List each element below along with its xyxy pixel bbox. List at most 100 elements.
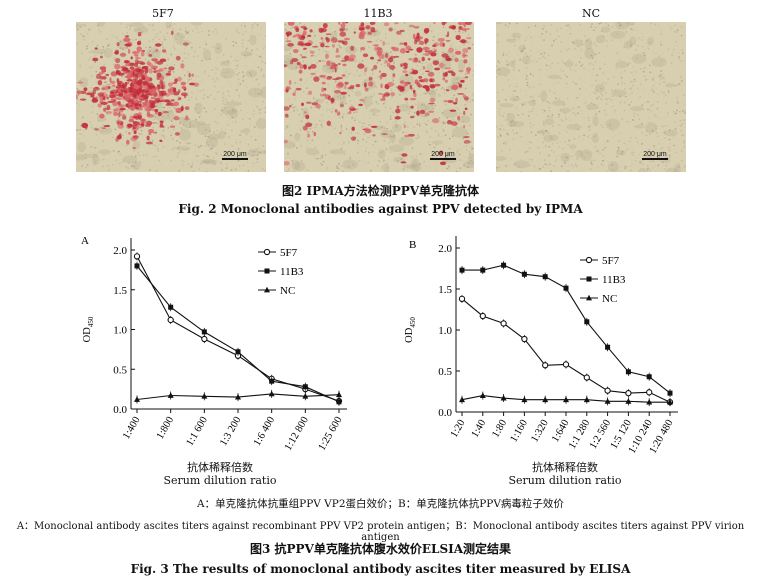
x-tick-label: 1:40 — [470, 418, 489, 440]
x-tick-label: 1:160 — [509, 418, 530, 444]
data-point-nc — [500, 394, 507, 401]
x-tick-label: 1:80 — [490, 418, 509, 440]
data-point-11b3 — [235, 349, 241, 355]
data-point-nc — [479, 392, 486, 398]
legend-entry-11b3: 11B3 — [602, 274, 626, 286]
x-tick-label: 1:12 800 — [283, 415, 311, 453]
panel-label-5f7: 5F7 — [152, 7, 174, 20]
chart-b: B 0.0 0.5 1.0 1.5 2.0 OD450 1:20 1:40 1:80 1:160 1:… — [404, 236, 678, 456]
data-point-11b3 — [625, 369, 631, 375]
data-point-nc — [667, 398, 673, 405]
data-point-5f7 — [542, 362, 549, 369]
data-point-11b3 — [168, 304, 174, 310]
y-tick-label: 0.5 — [438, 366, 452, 378]
data-point-nc — [201, 393, 208, 399]
data-point-11b3 — [584, 319, 590, 325]
panel-letter: B — [409, 239, 416, 251]
figure2-caption-en: Fig. 2 Monoclonal antibodies against PPV… — [178, 202, 583, 216]
data-point-nc — [302, 393, 309, 399]
data-point-11b3 — [201, 329, 207, 335]
scale-bar-label: 200 μm — [223, 151, 247, 158]
data-point-nc — [583, 396, 590, 403]
data-point-5f7 — [646, 389, 653, 396]
data-point-5f7 — [500, 320, 507, 327]
data-point-nc — [563, 396, 569, 403]
figure3-caption-cn: 图3 抗PPV单克隆抗体腹水效价ELSIA测定结果 — [249, 542, 512, 556]
legend-entry-5f7: 5F7 — [280, 247, 298, 259]
data-point-nc — [459, 396, 465, 403]
x-tick-label: 1:320 — [529, 418, 550, 444]
y-tick-label: 1.0 — [438, 325, 452, 337]
x-tick-label: 1:25 600 — [317, 415, 345, 453]
data-point-5f7 — [458, 295, 466, 302]
x-tick-label: 1:800 — [155, 415, 176, 441]
data-point-nc — [646, 398, 653, 405]
panel-label-11b3: 11B3 — [363, 7, 393, 20]
data-point-nc — [521, 396, 528, 403]
data-point-11b3 — [269, 378, 275, 384]
series-line-11b3 — [136, 265, 340, 403]
micrograph-5f7: 200 μm — [76, 22, 266, 172]
chart-a-xlabel-en: Serum dilution ratio — [163, 474, 277, 487]
data-point-11b3 — [501, 262, 507, 268]
x-tick-label: 1:400 — [121, 415, 142, 441]
x-tick-label: 1:20 — [449, 418, 468, 440]
legend-entry-nc: NC — [602, 293, 617, 305]
panel-letter: A — [81, 235, 89, 247]
y-tick-label: 0.0 — [438, 407, 452, 419]
x-tick-label: 1:3 200 — [218, 415, 243, 448]
y-tick-label: 1.0 — [113, 325, 127, 337]
data-point-5f7 — [583, 374, 590, 381]
scale-bar-label: 200 μm — [643, 151, 667, 158]
micrograph-11b3: 200 μm — [284, 22, 474, 172]
y-tick-label: 0.5 — [113, 364, 127, 376]
data-point-5f7 — [167, 316, 174, 324]
micrograph-nc: 200 μm — [496, 22, 686, 172]
legend-entry-5f7: 5F7 — [602, 255, 620, 267]
figure2-caption-cn: 图2 IPMA方法检测PPV单克隆抗体 — [281, 184, 480, 198]
legend-entry-nc: NC — [280, 285, 295, 297]
data-point-11b3 — [480, 267, 486, 273]
scale-bar-label: 200 μm — [431, 151, 455, 158]
data-point-5f7 — [479, 312, 486, 320]
y-tick-label: 1.5 — [113, 285, 127, 297]
data-point-5f7 — [604, 387, 611, 394]
y-tick-label: 2.0 — [438, 243, 452, 255]
data-point-11b3 — [134, 263, 140, 269]
data-point-11b3 — [646, 374, 652, 380]
data-point-11b3 — [605, 344, 611, 350]
data-point-5f7 — [133, 253, 141, 260]
data-point-11b3 — [336, 399, 342, 405]
figure3-caption-en: Fig. 3 The results of monoclonal antibod… — [130, 562, 631, 576]
data-point-nc — [235, 393, 241, 400]
chart-b-xlabel-cn: 抗体稀释倍数 — [532, 461, 598, 474]
figure3-note-cn: A：单克隆抗体抗重组PPV VP2蛋白效价；B：单克隆抗体抗PPV病毒粒子效价 — [197, 498, 564, 510]
y-tick-label: 1.5 — [438, 284, 452, 296]
data-point-nc — [604, 398, 611, 404]
data-point-nc — [268, 390, 275, 397]
data-point-11b3 — [302, 384, 308, 390]
data-point-11b3 — [542, 274, 548, 280]
y-axis-label: OD450 — [404, 317, 417, 343]
chart-b-xlabel-en: Serum dilution ratio — [508, 474, 622, 487]
figure3-note-en: A：Monoclonal antibody ascites titers aga… — [16, 521, 745, 543]
data-point-5f7 — [625, 389, 632, 397]
chart-a: A 0.0 0.5 1.0 1.5 2.0 OD450 1:400 1:800 1:1 600 1:… — [81, 235, 347, 453]
data-point-5f7 — [201, 335, 208, 343]
y-tick-label: 2.0 — [113, 245, 127, 257]
data-point-11b3 — [521, 271, 527, 277]
panel-label-nc: NC — [581, 7, 601, 20]
x-tick-label: 1:1 600 — [185, 415, 210, 448]
x-tick-label: 1:6 400 — [252, 415, 277, 448]
data-point-5f7 — [521, 335, 528, 343]
series-line-5f7 — [461, 298, 671, 403]
y-axis-label: OD450 — [82, 316, 95, 342]
data-point-nc — [336, 391, 342, 398]
data-point-11b3 — [459, 267, 465, 273]
data-point-11b3 — [563, 285, 569, 291]
data-point-11b3 — [667, 390, 673, 396]
data-point-nc — [625, 398, 632, 404]
chart-a-xlabel-cn: 抗体稀释倍数 — [187, 461, 253, 474]
data-point-nc — [542, 396, 549, 403]
data-point-nc — [134, 396, 140, 402]
